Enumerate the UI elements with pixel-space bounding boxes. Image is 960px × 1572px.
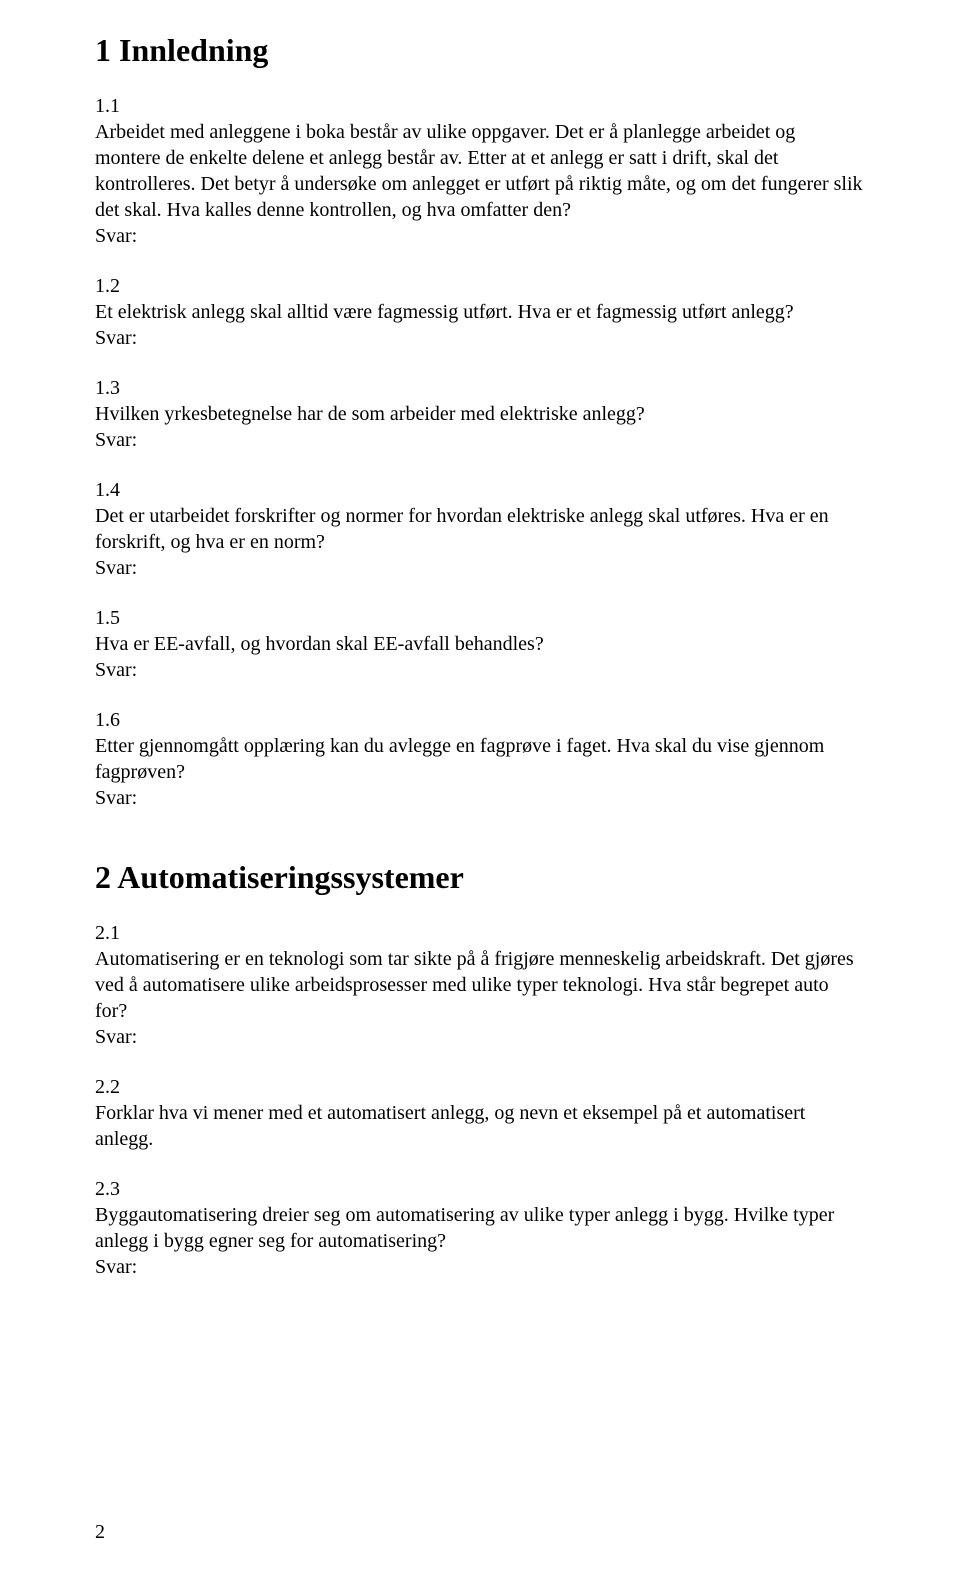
question-text: Et elektrisk anlegg skal alltid være fag… (95, 299, 865, 325)
question-number: 1.5 (95, 605, 865, 631)
question-text: Det er utarbeidet forskrifter og normer … (95, 503, 865, 555)
question-text: Automatisering er en teknologi som tar s… (95, 946, 865, 1024)
question-2-2: 2.2 Forklar hva vi mener med et automati… (95, 1074, 865, 1152)
question-text: Hva er EE-avfall, og hvordan skal EE-avf… (95, 631, 865, 657)
question-number: 1.6 (95, 707, 865, 733)
answer-label: Svar: (95, 657, 865, 683)
question-1-6: 1.6 Etter gjennomgått opplæring kan du a… (95, 707, 865, 811)
question-number: 2.3 (95, 1176, 865, 1202)
answer-label: Svar: (95, 785, 865, 811)
answer-label: Svar: (95, 555, 865, 581)
page-number: 2 (95, 1521, 105, 1544)
question-1-1: 1.1 Arbeidet med anleggene i boka består… (95, 93, 865, 249)
question-text: Byggautomatisering dreier seg om automat… (95, 1202, 865, 1254)
section-heading-1: 1 Innledning (95, 32, 865, 69)
question-number: 2.2 (95, 1074, 865, 1100)
question-1-2: 1.2 Et elektrisk anlegg skal alltid være… (95, 273, 865, 351)
answer-label: Svar: (95, 1254, 865, 1280)
question-1-3: 1.3 Hvilken yrkesbetegnelse har de som a… (95, 375, 865, 453)
question-number: 1.4 (95, 477, 865, 503)
question-text: Forklar hva vi mener med et automatisert… (95, 1100, 865, 1152)
section-heading-2: 2 Automatiseringssystemer (95, 859, 865, 896)
question-2-3: 2.3 Byggautomatisering dreier seg om aut… (95, 1176, 865, 1280)
question-number: 2.1 (95, 920, 865, 946)
answer-label: Svar: (95, 427, 865, 453)
question-number: 1.3 (95, 375, 865, 401)
answer-label: Svar: (95, 325, 865, 351)
question-text: Etter gjennomgått opplæring kan du avleg… (95, 733, 865, 785)
question-1-4: 1.4 Det er utarbeidet forskrifter og nor… (95, 477, 865, 581)
answer-label: Svar: (95, 1024, 865, 1050)
answer-label: Svar: (95, 223, 865, 249)
question-1-5: 1.5 Hva er EE-avfall, og hvordan skal EE… (95, 605, 865, 683)
question-2-1: 2.1 Automatisering er en teknologi som t… (95, 920, 865, 1050)
question-number: 1.2 (95, 273, 865, 299)
question-text: Hvilken yrkesbetegnelse har de som arbei… (95, 401, 865, 427)
question-number: 1.1 (95, 93, 865, 119)
question-text: Arbeidet med anleggene i boka består av … (95, 119, 865, 223)
